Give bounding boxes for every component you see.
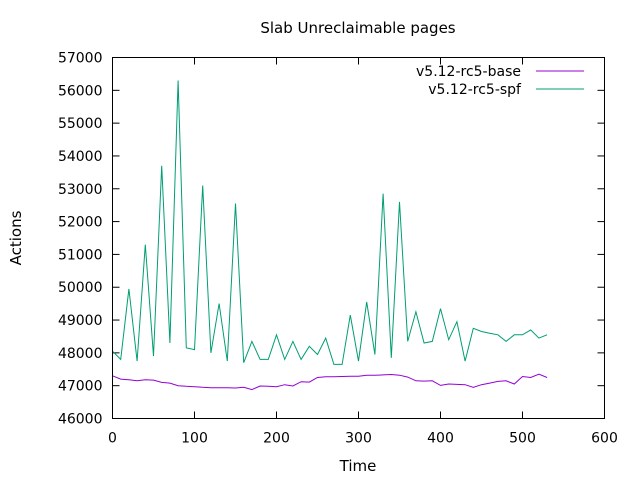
x-tick-label: 200 [263, 431, 290, 447]
x-tick-label: 500 [509, 431, 536, 447]
series-line-v5.12-rc5-spf [112, 80, 548, 365]
x-tick-label: 0 [108, 431, 117, 447]
y-tick-label: 53000 [58, 182, 103, 198]
y-axis-label: Actions [7, 210, 25, 265]
x-tick-label: 400 [427, 431, 454, 447]
y-tick-label: 50000 [58, 280, 103, 296]
legend-label: v5.12-rc5-spf [428, 82, 522, 98]
y-tick-label: 49000 [58, 313, 103, 329]
legend-label: v5.12-rc5-base [416, 64, 521, 80]
y-tick-label: 48000 [58, 346, 103, 362]
series-line-v5.12-rc5-base [112, 373, 548, 391]
legend: v5.12-rc5-base v5.12-rc5-spf [416, 64, 584, 98]
x-axis-label: Time [339, 457, 377, 475]
y-tick-label: 56000 [58, 83, 103, 99]
chart-title: Slab Unreclaimable pages [260, 19, 455, 37]
axis-ticks: 46000 47000 48000 49000 50000 51000 52000 53000… [58, 51, 618, 447]
y-tick-label: 46000 [58, 412, 103, 428]
y-tick-label: 57000 [58, 51, 103, 67]
x-tick-label: 600 [591, 431, 618, 447]
x-tick-label: 100 [181, 431, 208, 447]
y-tick-label: 47000 [58, 379, 103, 395]
x-tick-label: 300 [345, 431, 372, 447]
y-tick-label: 55000 [58, 116, 103, 132]
y-tick-label: 52000 [58, 215, 103, 231]
y-tick-label: 54000 [58, 149, 103, 165]
y-tick-label: 51000 [58, 247, 103, 263]
plot-frame [112, 57, 605, 419]
series-layer [112, 80, 548, 391]
